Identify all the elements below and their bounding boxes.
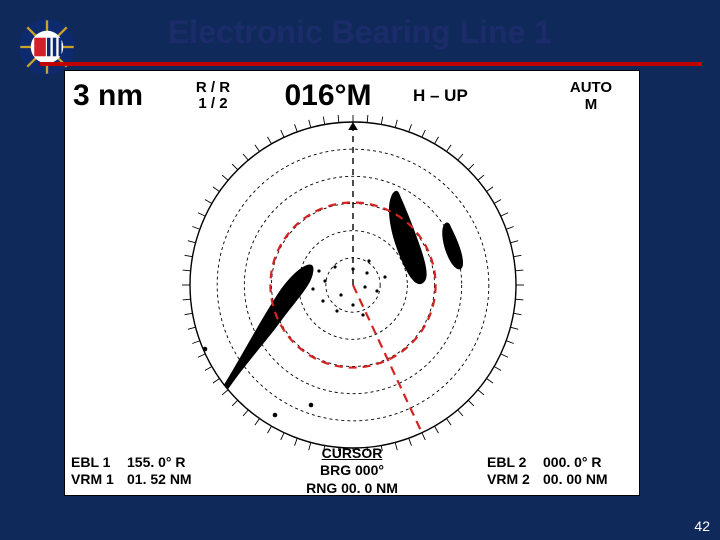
radar-panel: 3 nm R / R 1 / 2 016°M H – UP AUTO M EBL… <box>64 70 640 496</box>
orientation-mode: H – UP <box>413 86 493 106</box>
ebl2-vrm2-values: 000. 0° R 00. 00 NM <box>543 454 633 489</box>
cursor-readout: CURSOR BRG 000° RNG 00. 0 NM <box>217 445 487 498</box>
slide-title: Electronic Bearing Line 1 <box>0 14 720 51</box>
rr-top: R / R <box>183 80 243 97</box>
radar-ppi-display <box>65 115 641 451</box>
auto-bottom: M <box>551 96 631 113</box>
vrm2-label: VRM 2 <box>487 471 543 489</box>
rr-bottom: 1 / 2 <box>183 96 243 113</box>
page-number: 42 <box>694 518 710 534</box>
ebl1-value: 155. 0° R <box>127 454 217 472</box>
bearing-value: 016°M <box>243 79 413 113</box>
top-readout: 3 nm R / R 1 / 2 016°M H – UP AUTO M <box>65 73 639 119</box>
ebl1-label: EBL 1 <box>71 454 127 472</box>
ebl2-label: EBL 2 <box>487 454 543 472</box>
cursor-title: CURSOR <box>217 445 487 463</box>
ebl1-vrm1-labels: EBL 1 VRM 1 <box>71 454 127 489</box>
bottom-readout: EBL 1 VRM 1 155. 0° R 01. 52 NM CURSOR B… <box>65 447 639 495</box>
cursor-rng: RNG 00. 0 NM <box>217 480 487 498</box>
auto-mode: AUTO M <box>551 79 631 113</box>
range-rings-label: R / R 1 / 2 <box>183 80 243 113</box>
ebl2-vrm2-labels: EBL 2 VRM 2 <box>487 454 543 489</box>
title-rule <box>40 62 702 66</box>
vrm1-value: 01. 52 NM <box>127 471 217 489</box>
vrm1-label: VRM 1 <box>71 471 127 489</box>
ebl1-vrm1-values: 155. 0° R 01. 52 NM <box>127 454 217 489</box>
cursor-brg: BRG 000° <box>217 462 487 480</box>
range-value: 3 nm <box>73 79 183 113</box>
vrm2-value: 00. 00 NM <box>543 471 633 489</box>
ebl2-value: 000. 0° R <box>543 454 633 472</box>
auto-top: AUTO <box>551 79 631 96</box>
